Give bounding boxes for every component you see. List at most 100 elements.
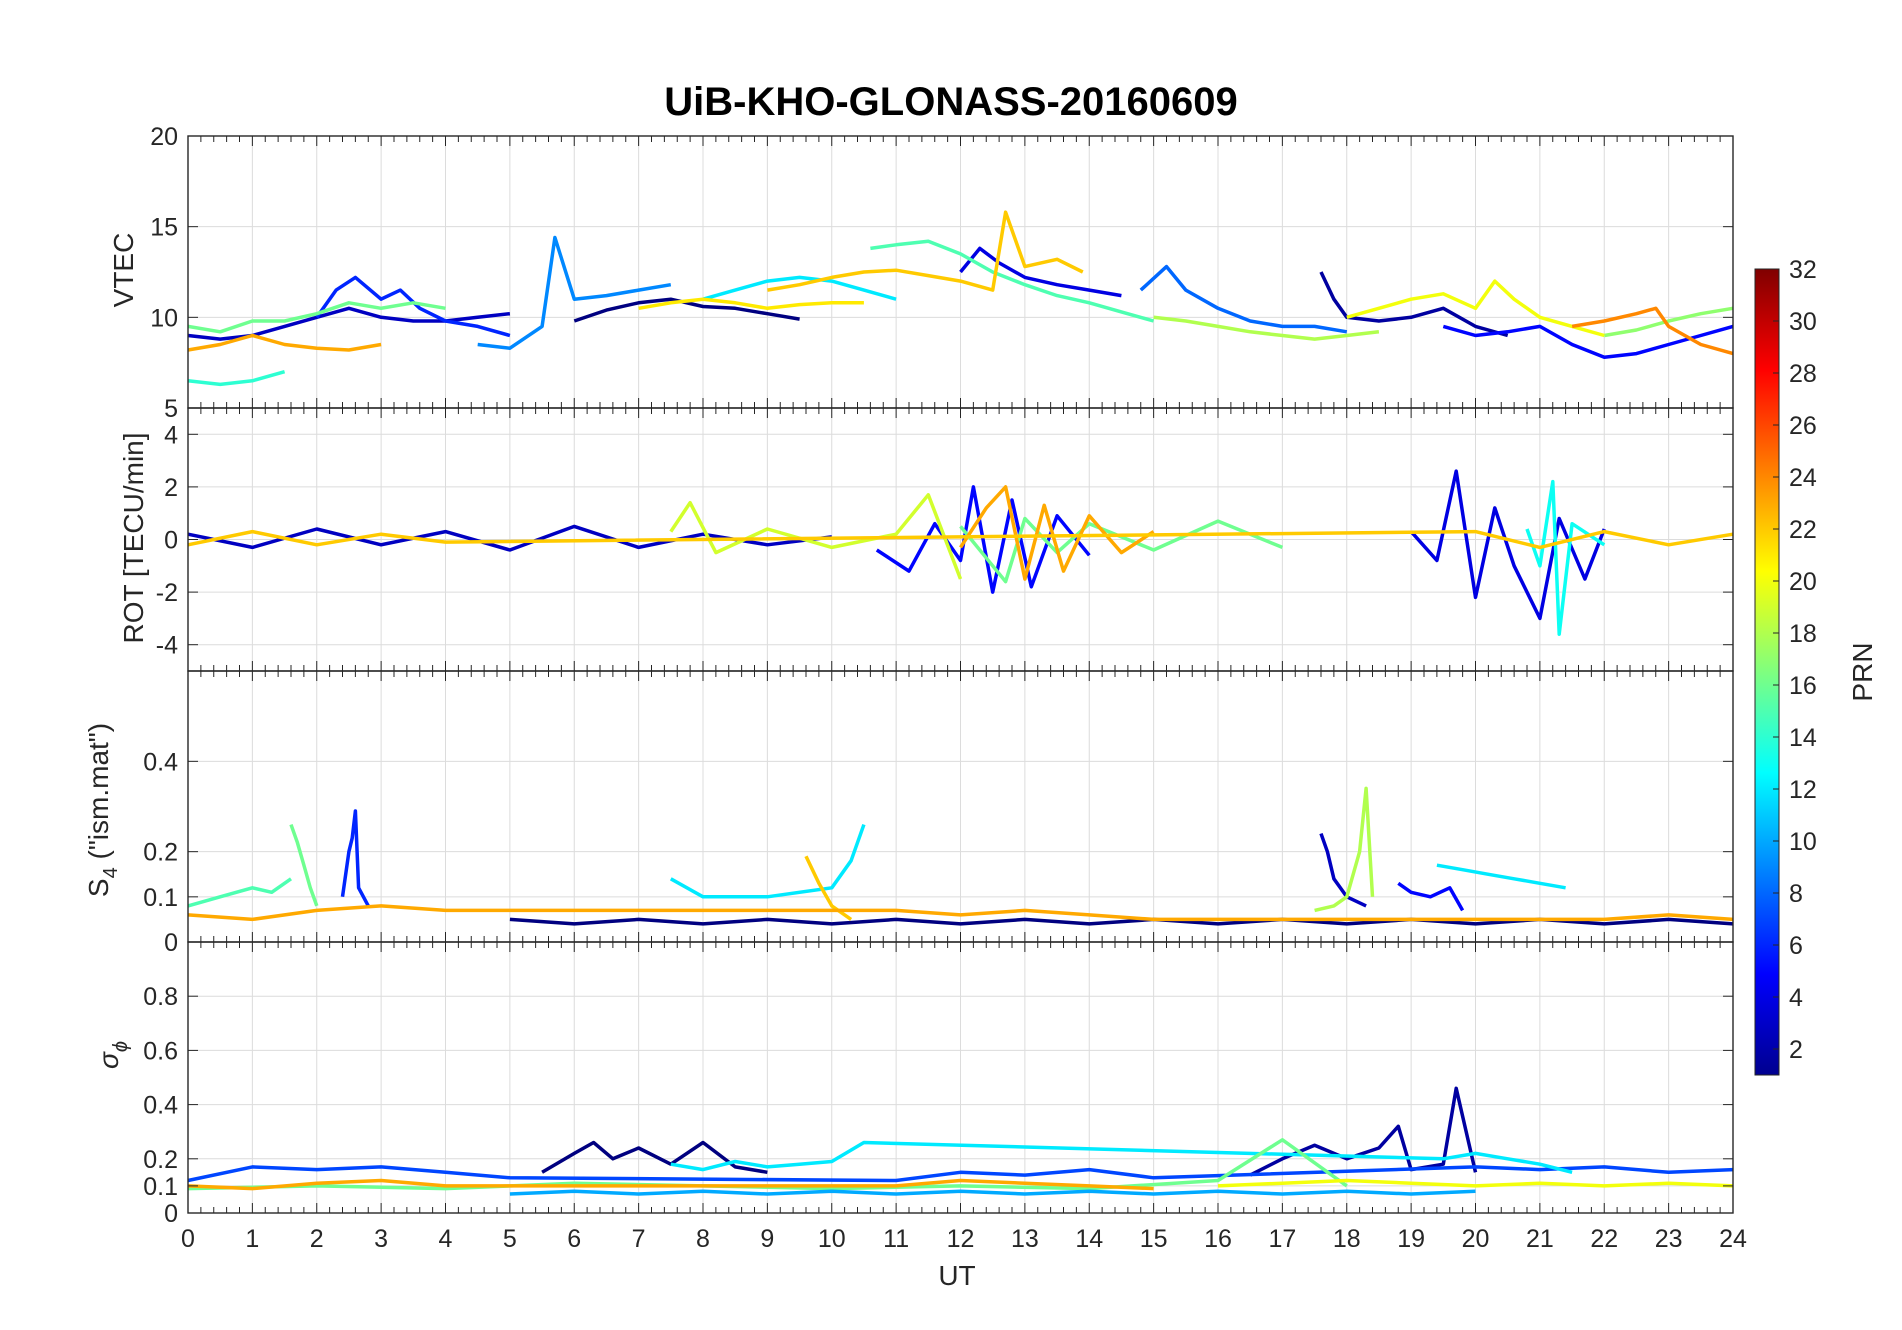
s4-series-line	[187, 877, 293, 908]
sigma-series-line	[509, 1189, 1476, 1196]
vtec-ylabel: VTEC	[108, 233, 139, 308]
x-tick-label: 14	[1075, 1225, 1103, 1253]
x-tick-label: 18	[1333, 1225, 1361, 1253]
vtec-ytick-label: 20	[150, 123, 178, 151]
vtec-series-line	[1442, 324, 1734, 359]
sigma-ylabel: σϕ	[93, 1041, 132, 1069]
x-tick-label: 21	[1526, 1225, 1554, 1253]
colorbar-tick-label: 16	[1789, 672, 1817, 700]
s4-series-line	[1436, 863, 1566, 890]
rot-series-line	[959, 485, 1155, 581]
colorbar-tick-label: 18	[1789, 620, 1817, 648]
sigma-series-line	[670, 1140, 1573, 1174]
s4-series-line	[804, 855, 853, 921]
colorbar-tick-label: 24	[1789, 464, 1817, 492]
s4-series-line	[669, 824, 866, 899]
s4-ytick-label: 0	[164, 929, 178, 957]
rot-ytick-label: 0	[164, 527, 178, 555]
x-tick-label: 20	[1462, 1225, 1490, 1253]
vtec-series-line	[1571, 306, 1734, 356]
s4-ytick-label: 0.4	[143, 748, 178, 776]
vtec-ytick-label: 15	[150, 214, 178, 242]
rot-ytick-label: -2	[156, 579, 178, 607]
rot-panel: -4 -2 0 2 4	[156, 407, 1734, 672]
x-tick-label: 24	[1719, 1225, 1747, 1253]
vtec-series-line	[187, 301, 446, 334]
x-tick-label: 3	[374, 1225, 388, 1253]
colorbar-tick-label: 2	[1789, 1036, 1803, 1064]
sigma-series-line	[187, 1165, 1734, 1183]
vtec-series-line	[1346, 279, 1605, 338]
x-tick-label: 15	[1140, 1225, 1168, 1253]
vtec-series-line	[477, 235, 672, 350]
sigma-series-line	[541, 1140, 768, 1175]
colorbar-tick-label: 12	[1789, 776, 1817, 804]
vtec-series-line	[187, 370, 286, 387]
vtec-series-line	[959, 246, 1122, 298]
rot-series-line	[187, 529, 1734, 550]
rot-series-line	[875, 485, 1091, 594]
x-tick-label: 8	[696, 1225, 710, 1253]
x-tick-label: 1	[245, 1225, 259, 1253]
rot-ytick-label: -4	[156, 632, 178, 660]
rot-series-line	[1409, 469, 1606, 621]
x-tick-label: 0	[181, 1225, 195, 1253]
s4-series-line	[187, 904, 1734, 922]
rot-ylabel: ROT [TECU/min]	[118, 432, 149, 643]
x-tick-label: 9	[760, 1225, 774, 1253]
sigma-series-line	[1217, 1178, 1734, 1188]
x-tick-label: 5	[503, 1225, 517, 1253]
vtec-series-line	[187, 333, 382, 352]
x-tick-label: 11	[883, 1225, 909, 1253]
colorbar-label: PRN	[1847, 642, 1878, 701]
colorbar-tick-label: 14	[1789, 724, 1817, 752]
sigma-ytick-label: 0.6	[143, 1037, 178, 1065]
colorbar-tick-label: 30	[1789, 308, 1817, 336]
s4-series-line	[1397, 881, 1465, 912]
x-tick-label: 22	[1590, 1225, 1618, 1253]
s4-ytick-label: 0.2	[143, 839, 178, 867]
sigma-phi-panel: 00.10.20.40.60.80 1 2 3 4 5 6 7 8 9 10 11 12 13 14 15 16…	[143, 941, 1747, 1253]
colorbar-tick-label: 26	[1789, 412, 1817, 440]
x-tick-label: 23	[1655, 1225, 1683, 1253]
vtec-series-line	[573, 297, 800, 323]
s4-series-line	[1314, 786, 1375, 913]
vtec-series-line	[767, 210, 1084, 292]
rot-ytick-label: 4	[164, 421, 178, 449]
colorbar-tick-label: 10	[1789, 828, 1817, 856]
vtec-series-line	[870, 239, 1155, 323]
colorbar-tick-label: 32	[1789, 256, 1817, 284]
vtec-series-line	[638, 297, 864, 311]
colorbar-tick-label: 6	[1789, 932, 1803, 960]
x-tick-label: 17	[1268, 1225, 1296, 1253]
x-tick-label: 13	[1011, 1225, 1039, 1253]
x-tick-label: 4	[439, 1225, 453, 1253]
rot-ytick-label: 2	[164, 474, 178, 502]
vtec-series-line	[1604, 306, 1734, 338]
x-tick-label: 12	[947, 1225, 975, 1253]
sigma-ytick-label: 0.1	[143, 1173, 178, 1201]
vtec-series-line	[1153, 315, 1380, 341]
sigma-series-line	[187, 1178, 1154, 1191]
s4-ylabel-main: S	[83, 878, 114, 897]
x-tick-label: 6	[567, 1225, 581, 1253]
x-tick-label: 10	[818, 1225, 846, 1253]
sigma-ytick-label: 0.4	[143, 1092, 178, 1120]
sigma-ytick-label: 0.8	[143, 983, 178, 1011]
s4-ytick-label: 0.1	[143, 884, 178, 912]
sigma-ytick-label: 0	[164, 1200, 178, 1228]
colorbar-tick-label: 4	[1789, 984, 1803, 1012]
x-tick-label: 2	[310, 1225, 324, 1253]
vtec-series-line	[702, 275, 897, 301]
x-tick-label: 16	[1204, 1225, 1232, 1253]
colorbar-tick-label: 8	[1789, 880, 1803, 908]
colorbar-tick-label: 22	[1789, 516, 1817, 544]
s4-ylabel: S4 ("ism.mat")	[83, 723, 122, 897]
vtec-series-line	[1319, 271, 1509, 338]
s4-series-line	[1319, 833, 1367, 908]
s4-ylabel-sub: 4	[100, 867, 122, 878]
colorbar-gradient	[1754, 268, 1780, 1076]
rot-series-line	[1525, 479, 1606, 636]
